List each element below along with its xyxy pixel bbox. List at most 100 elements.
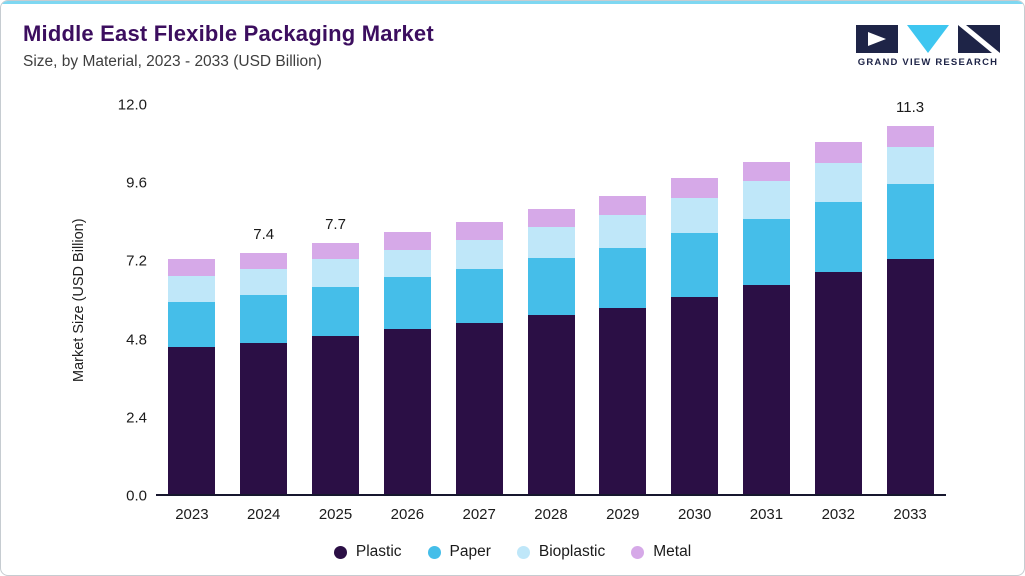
bar-segment-plastic-2025 — [312, 335, 360, 494]
y-tick-0.0: 0.0 — [126, 487, 147, 505]
bar-segment-plastic-2023 — [168, 347, 216, 494]
bar-2032 — [814, 142, 862, 494]
bar-2026 — [383, 231, 431, 494]
y-tick-2.4: 2.4 — [126, 409, 147, 427]
bar-segment-metal-2032 — [814, 142, 862, 164]
bar-segment-plastic-2029 — [599, 308, 647, 494]
legend-dot-paper-icon — [427, 545, 441, 559]
y-tick-12.0: 12.0 — [117, 96, 147, 114]
y-tick-9.6: 9.6 — [126, 174, 147, 192]
legend-dot-bioplastic-icon — [516, 545, 530, 559]
bar-2023 — [168, 259, 216, 494]
bar-segment-paper-2027 — [455, 269, 503, 323]
x-axis-label-2023: 2023 — [175, 506, 209, 523]
legend-dot-plastic-icon — [333, 545, 347, 559]
bar-segment-bioplastic-2033 — [886, 147, 934, 185]
bar-segment-paper-2024 — [240, 295, 288, 343]
bar-segment-bioplastic-2030 — [671, 197, 719, 234]
bar-2027 — [455, 221, 503, 494]
legend-item-paper: Paper — [427, 543, 491, 561]
bar-segment-paper-2028 — [527, 257, 575, 315]
bar-segment-paper-2030 — [671, 233, 719, 297]
chart-legend: Plastic Paper Bioplastic Metal — [1, 543, 1024, 561]
bar-segment-bioplastic-2031 — [742, 181, 790, 219]
bar-segment-bioplastic-2026 — [383, 249, 431, 278]
total-label-2025: 7.7 — [325, 216, 346, 234]
y-tick-4.8: 4.8 — [126, 331, 147, 349]
bar-segment-bioplastic-2029 — [599, 215, 647, 249]
legend-dot-metal-icon — [631, 545, 645, 559]
bar-segment-paper-2029 — [599, 248, 647, 309]
legend-label-metal: Metal — [653, 543, 692, 560]
top-accent-line — [1, 1, 1024, 4]
legend-label-plastic: Plastic — [355, 543, 402, 560]
x-axis-label-2030: 2030 — [677, 506, 712, 523]
grand-view-research-logo: GRAND VIEW RESEARCH — [854, 25, 1002, 68]
bar-segment-plastic-2031 — [742, 285, 790, 494]
x-axis-label-2031: 2031 — [749, 506, 784, 523]
bar-segment-plastic-2024 — [240, 342, 288, 494]
header: Middle East Flexible Packaging Market Si… — [23, 21, 1002, 71]
bar-segment-plastic-2032 — [814, 272, 862, 494]
bar-segment-plastic-2027 — [455, 322, 503, 494]
plot-area: 7.4 7.7 11.3 — [156, 99, 946, 496]
bar-segment-metal-2025 — [312, 243, 360, 260]
bar-segment-bioplastic-2032 — [814, 163, 862, 203]
x-axis-label-2027: 2027 — [462, 506, 496, 523]
bar-2028 — [527, 208, 575, 494]
bar-segment-bioplastic-2027 — [455, 239, 503, 270]
bar-segment-bioplastic-2024 — [240, 269, 288, 296]
x-axis-label-2033: 2033 — [893, 506, 927, 523]
bar-segment-bioplastic-2025 — [312, 259, 360, 288]
bar-segment-paper-2023 — [168, 301, 216, 348]
bar-segment-metal-2033 — [886, 125, 934, 147]
bar-2029 — [599, 195, 647, 494]
bar-segment-bioplastic-2023 — [168, 275, 216, 302]
bar-2024 — [240, 252, 288, 494]
bar-2031 — [742, 161, 790, 494]
bar-segment-plastic-2030 — [671, 296, 719, 494]
x-axis-label-2028: 2028 — [534, 506, 568, 523]
y-tick-7.2: 7.2 — [126, 252, 147, 270]
bar-segment-metal-2023 — [168, 259, 216, 276]
bar-segment-metal-2028 — [527, 208, 575, 227]
x-axis-labels: 2023 2024 2025 2026 2027 2028 2029 2030 2031 2032… — [156, 506, 946, 526]
legend-label-paper: Paper — [449, 543, 491, 560]
bar-segment-metal-2029 — [599, 195, 647, 216]
bar-segment-metal-2024 — [240, 252, 288, 270]
total-label-2024: 7.4 — [253, 225, 275, 243]
bar-segment-paper-2026 — [383, 277, 431, 330]
bar-segment-paper-2032 — [814, 202, 862, 273]
logo-mark-icon — [856, 25, 1000, 53]
bar-segment-metal-2030 — [671, 177, 719, 198]
chart-subtitle: Size, by Material, 2023 - 2033 (USD Bill… — [23, 53, 322, 70]
bar-segment-plastic-2033 — [886, 259, 934, 494]
bar-segment-metal-2026 — [383, 231, 431, 250]
x-axis-label-2024: 2024 — [247, 506, 281, 523]
bar-segment-metal-2027 — [455, 221, 503, 240]
bar-2025 — [312, 243, 360, 494]
bar-2033 — [886, 125, 934, 494]
y-axis-label: Market Size (USD Billion) — [71, 218, 87, 383]
bar-segment-paper-2031 — [742, 218, 790, 286]
total-label-2033: 11.3 — [896, 98, 925, 116]
page-title: Middle East Flexible Packaging Market — [23, 21, 434, 46]
bar-segment-plastic-2028 — [527, 314, 575, 494]
y-axis-ticks: 0.0 2.4 4.8 7.2 9.6 12.0 — [97, 97, 147, 505]
x-axis-label-2025: 2025 — [318, 506, 353, 523]
legend-label-bioplastic: Bioplastic — [538, 543, 606, 560]
bar-segment-bioplastic-2028 — [527, 226, 575, 258]
x-axis-label-2029: 2029 — [606, 506, 640, 523]
x-axis-label-2032: 2032 — [821, 506, 855, 523]
bar-segment-metal-2031 — [742, 161, 790, 182]
logo-text: GRAND VIEW RESEARCH — [857, 57, 999, 68]
legend-item-bioplastic: Bioplastic — [516, 543, 606, 561]
bar-2030 — [671, 177, 719, 494]
header-titles: Middle East Flexible Packaging Market Si… — [23, 21, 434, 71]
bar-segment-plastic-2026 — [383, 329, 431, 494]
bar-segment-paper-2025 — [312, 287, 360, 336]
bar-segment-paper-2033 — [886, 184, 934, 260]
legend-item-metal: Metal — [631, 543, 691, 561]
legend-item-plastic: Plastic — [333, 543, 402, 561]
